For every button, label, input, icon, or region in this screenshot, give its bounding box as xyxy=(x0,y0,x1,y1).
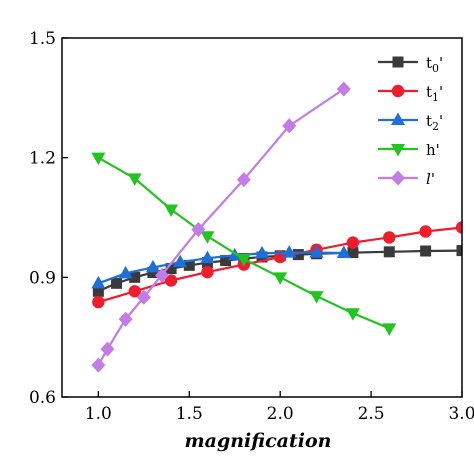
data-point xyxy=(91,152,106,166)
x-tick-label: 2.5 xyxy=(358,404,385,424)
data-point xyxy=(173,254,188,268)
x-tick-label: 1.5 xyxy=(176,404,203,424)
legend-marker xyxy=(391,112,405,125)
data-point xyxy=(347,247,359,259)
legend-label: t0' xyxy=(426,54,443,75)
data-point xyxy=(383,246,395,258)
data-point xyxy=(111,277,123,289)
x-tick-label: 3.0 xyxy=(448,404,474,424)
data-point xyxy=(129,271,141,283)
plot-frame xyxy=(61,37,463,398)
series-h xyxy=(91,152,397,336)
data-point xyxy=(200,250,215,264)
data-point xyxy=(147,267,159,279)
x-axis-label: magnification xyxy=(185,430,332,452)
legend-marker xyxy=(391,144,405,157)
data-point xyxy=(382,323,397,336)
legend-entry: h' xyxy=(378,141,440,159)
series-line xyxy=(97,88,345,366)
legend-label: l' xyxy=(426,170,435,188)
legend-label: t2' xyxy=(426,112,443,133)
data-point xyxy=(292,249,304,261)
data-point xyxy=(282,245,297,258)
data-point xyxy=(201,265,214,279)
data-point xyxy=(164,204,179,218)
data-point xyxy=(164,274,178,287)
y-tick-label: 1.5 xyxy=(29,29,56,49)
data-point xyxy=(345,308,360,321)
legend-marker xyxy=(392,56,404,68)
data-point xyxy=(236,253,251,267)
axes: 1.0 1.5 2.0 2.5 3.0 0.6 0.9 1.2 1.5 magnification xyxy=(29,29,474,452)
data-point xyxy=(145,259,160,273)
legend-label: h' xyxy=(426,141,440,159)
data-point xyxy=(118,311,133,327)
data-point xyxy=(92,295,105,309)
legend-entry: t1' xyxy=(378,83,443,104)
data-point xyxy=(128,285,141,298)
data-point xyxy=(273,272,288,285)
legend-marker xyxy=(391,170,405,186)
data-point xyxy=(420,245,432,257)
data-point xyxy=(456,245,462,257)
data-point xyxy=(336,245,351,259)
data-point xyxy=(191,221,206,237)
legend-entry: l' xyxy=(378,170,435,188)
data-point xyxy=(336,81,351,97)
x-tick-label: 2.0 xyxy=(267,404,294,424)
series-line xyxy=(98,251,344,285)
data-point xyxy=(127,173,142,186)
data-point xyxy=(255,245,269,259)
legend: t0' t1' t2' h' l' xyxy=(378,54,443,188)
data-point xyxy=(282,118,297,134)
legend-entry: t2' xyxy=(378,112,443,133)
data-point xyxy=(91,275,106,289)
legend-label: t1' xyxy=(426,83,443,104)
data-point xyxy=(309,291,324,304)
x-tick-label: 1.0 xyxy=(85,404,112,424)
series-l xyxy=(91,81,351,373)
y-tick-label: 0.9 xyxy=(29,268,56,288)
data-point xyxy=(118,265,133,279)
data-point xyxy=(183,259,195,271)
data-point xyxy=(100,341,115,357)
data-point xyxy=(419,225,432,238)
data-point xyxy=(200,231,215,244)
legend-entry: t0' xyxy=(378,54,443,75)
data-point xyxy=(309,245,324,258)
data-point xyxy=(220,255,232,267)
y-tick-label: 0.6 xyxy=(29,388,56,408)
series-t2 xyxy=(91,245,351,289)
data-point xyxy=(165,263,177,275)
data-point xyxy=(346,236,360,249)
data-point xyxy=(383,231,396,244)
data-point xyxy=(91,357,106,373)
data-point xyxy=(236,172,251,188)
y-tick-label: 1.2 xyxy=(29,149,56,169)
data-point xyxy=(92,285,104,297)
series-t1 xyxy=(92,221,462,309)
data-point xyxy=(455,221,462,234)
plot-area xyxy=(91,81,462,373)
data-point xyxy=(136,289,151,305)
legend-marker xyxy=(391,84,405,98)
